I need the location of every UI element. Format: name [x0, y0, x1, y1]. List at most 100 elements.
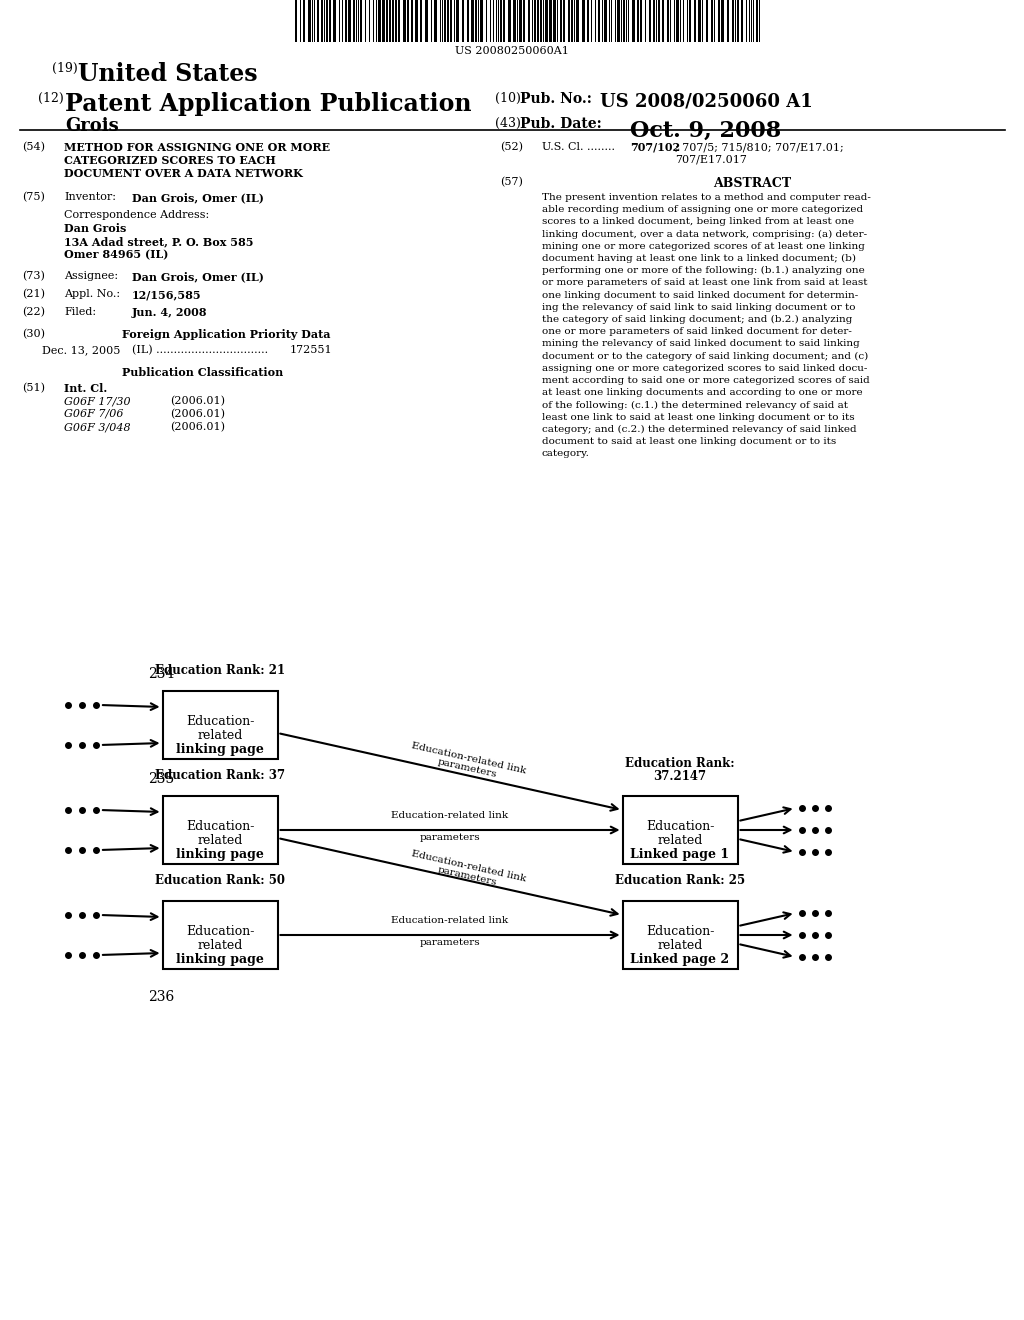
Bar	[360, 0, 362, 42]
Text: able recording medium of assigning one or more categorized: able recording medium of assigning one o…	[542, 205, 863, 214]
Text: (19): (19)	[52, 62, 78, 75]
Text: scores to a linked document, being linked from at least one: scores to a linked document, being linke…	[542, 218, 854, 227]
Bar	[582, 0, 585, 42]
Text: category; and (c.2.) the determined relevancy of said linked: category; and (c.2.) the determined rele…	[542, 425, 857, 434]
Bar	[333, 0, 336, 42]
Bar	[587, 0, 589, 42]
Text: related: related	[198, 939, 243, 952]
Text: Linked page 1: Linked page 1	[631, 847, 729, 861]
Text: Education-related link
parameters: Education-related link parameters	[409, 742, 527, 785]
Text: (54): (54)	[22, 143, 45, 152]
Bar	[508, 0, 511, 42]
Text: parameters: parameters	[420, 833, 480, 842]
Bar	[348, 0, 351, 42]
Text: Dan Grois, Omer (IL): Dan Grois, Omer (IL)	[132, 271, 264, 282]
Text: The present invention relates to a method and computer read-: The present invention relates to a metho…	[542, 193, 870, 202]
FancyBboxPatch shape	[163, 796, 278, 865]
Bar	[698, 0, 701, 42]
Bar	[326, 0, 328, 42]
FancyBboxPatch shape	[623, 796, 737, 865]
Bar	[732, 0, 734, 42]
Bar	[308, 0, 311, 42]
Text: (75): (75)	[22, 191, 45, 202]
Text: document to said at least one linking document or to its: document to said at least one linking do…	[542, 437, 837, 446]
Bar	[317, 0, 319, 42]
Bar	[523, 0, 525, 42]
Bar	[741, 0, 743, 42]
Bar	[434, 0, 437, 42]
Text: Filed:: Filed:	[63, 308, 96, 317]
Text: G06F 17/30: G06F 17/30	[63, 396, 131, 407]
Bar	[420, 0, 422, 42]
Bar	[353, 0, 355, 42]
Text: Omer 84965 (IL): Omer 84965 (IL)	[63, 249, 168, 260]
Text: assigning one or more categorized scores to said linked docu-: assigning one or more categorized scores…	[542, 364, 867, 372]
Bar	[721, 0, 724, 42]
Bar	[329, 0, 331, 42]
Bar	[549, 0, 552, 42]
Bar	[407, 0, 409, 42]
Text: Education Rank: 50: Education Rank: 50	[155, 874, 285, 887]
FancyBboxPatch shape	[163, 690, 278, 759]
Bar	[737, 0, 739, 42]
Text: or more parameters of said at least one link from said at least: or more parameters of said at least one …	[542, 279, 867, 288]
Bar	[598, 0, 600, 42]
Bar	[711, 0, 713, 42]
Bar	[637, 0, 639, 42]
Text: Dan Grois, Omer (IL): Dan Grois, Omer (IL)	[132, 191, 264, 203]
Bar	[411, 0, 413, 42]
Text: Pub. Date:: Pub. Date:	[520, 117, 602, 131]
Text: U.S. Cl. ........: U.S. Cl. ........	[542, 143, 615, 152]
Text: related: related	[657, 939, 702, 952]
Text: Education-related link
parameters: Education-related link parameters	[409, 849, 527, 894]
Text: (12): (12)	[38, 92, 63, 106]
Text: of the following: (c.1.) the determined relevancy of said at: of the following: (c.1.) the determined …	[542, 400, 848, 409]
Bar	[450, 0, 452, 42]
Text: Education-related link: Education-related link	[391, 916, 509, 925]
Bar	[604, 0, 607, 42]
Bar	[503, 0, 505, 42]
Bar	[475, 0, 477, 42]
Bar	[398, 0, 400, 42]
Text: 13A Adad street, P. O. Box 585: 13A Adad street, P. O. Box 585	[63, 236, 254, 247]
Text: (22): (22)	[22, 308, 45, 317]
Text: Education Rank: 21: Education Rank: 21	[155, 664, 285, 677]
Text: Education-: Education-	[185, 715, 254, 729]
Bar	[447, 0, 449, 42]
Text: ment according to said one or more categorized scores of said: ment according to said one or more categ…	[542, 376, 869, 385]
Bar	[727, 0, 729, 42]
Text: 37.2147: 37.2147	[653, 770, 707, 783]
Bar	[676, 0, 679, 42]
Text: (IL) ................................: (IL) ................................	[132, 345, 268, 355]
Text: (57): (57)	[500, 177, 523, 187]
Text: least one link to said at least one linking document or to its: least one link to said at least one link…	[542, 413, 855, 421]
Text: United States: United States	[78, 62, 258, 86]
Text: Grois: Grois	[65, 117, 119, 135]
Bar	[718, 0, 720, 42]
Text: Inventor:: Inventor:	[63, 191, 116, 202]
Bar	[528, 0, 530, 42]
Bar	[386, 0, 388, 42]
Text: (52): (52)	[500, 143, 523, 152]
Text: (2006.01): (2006.01)	[170, 396, 225, 407]
Text: 235: 235	[148, 772, 174, 785]
Text: Appl. No.:: Appl. No.:	[63, 289, 120, 300]
Bar	[345, 0, 347, 42]
Text: linking document, over a data network, comprising: (a) deter-: linking document, over a data network, c…	[542, 230, 867, 239]
Text: (21): (21)	[22, 289, 45, 300]
Bar	[471, 0, 474, 42]
Text: the category of said linking document; and (b.2.) analyzing: the category of said linking document; a…	[542, 315, 852, 325]
Bar	[395, 0, 397, 42]
Bar	[425, 0, 428, 42]
Bar	[378, 0, 381, 42]
FancyBboxPatch shape	[163, 902, 278, 969]
Text: Jun. 4, 2008: Jun. 4, 2008	[132, 308, 208, 318]
Bar	[667, 0, 669, 42]
Bar	[662, 0, 664, 42]
Text: document or to the category of said linking document; and (c): document or to the category of said link…	[542, 351, 868, 360]
Text: parameters: parameters	[420, 939, 480, 946]
Bar	[568, 0, 570, 42]
Text: (2006.01): (2006.01)	[170, 422, 225, 433]
Text: linking page: linking page	[176, 953, 264, 966]
Text: G06F 7/06: G06F 7/06	[63, 409, 124, 418]
